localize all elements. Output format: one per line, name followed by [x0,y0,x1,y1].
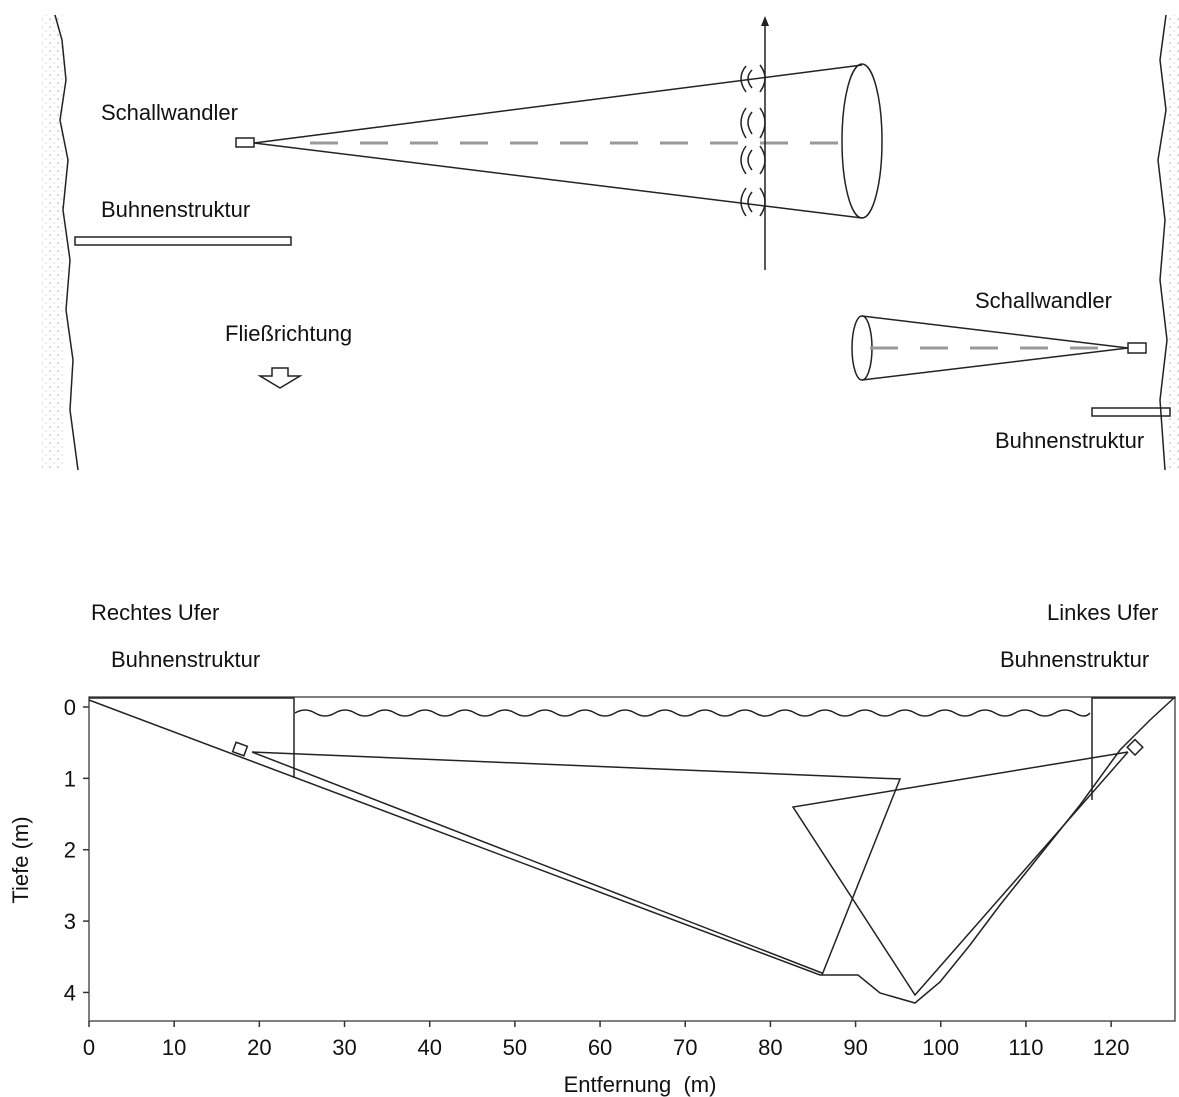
groyne [75,237,291,245]
transducer [1127,740,1143,756]
beam [793,752,1128,995]
right-bank [1158,15,1167,470]
groyne-box [89,698,1175,800]
transducer-label: Schallwandler [101,100,238,125]
groyne-label: Buhnenstruktur [101,197,250,222]
groyne-label: Buhnenstruktur [995,428,1144,453]
y-tick-label: 3 [64,909,76,934]
x-tick-label: 120 [1093,1035,1130,1060]
transducer [233,742,248,756]
diagram: Schallwandler Buhnenstruktur Fließrichtu… [0,0,1179,1097]
y-axis-label: Tiefe (m) [8,816,33,903]
x-tick-label: 60 [588,1035,612,1060]
left-bank-soil [42,15,64,470]
x-tick-label: 90 [843,1035,867,1060]
cross-section: Rechtes Ufer Buhnenstruktur Linkes Ufer … [8,600,1175,1097]
beam [252,752,900,975]
groyne [1092,408,1170,416]
transducer-label: Schallwandler [975,288,1112,313]
page: Schallwandler Buhnenstruktur Fließrichtu… [0,0,1179,1097]
river-bed [89,697,1175,1003]
arrow-head [761,16,769,26]
y-tick-label: 0 [64,695,76,720]
y-tick-label: 1 [64,766,76,791]
x-axis-label: Entfernung (m) [564,1072,717,1097]
right-bank-soil [1168,15,1179,470]
x-tick-label: 50 [503,1035,527,1060]
x-tick-label: 70 [673,1035,697,1060]
x-tick-label: 20 [247,1035,271,1060]
x-tick-label: 30 [332,1035,356,1060]
x-tick-label: 80 [758,1035,782,1060]
y-tick-label: 2 [64,838,76,863]
bank-label: Linkes Ufer [1047,600,1158,625]
x-tick-label: 110 [1008,1035,1043,1060]
flow-arrow [260,368,300,388]
water-surface [295,710,1090,716]
groyne-label: Buhnenstruktur [1000,647,1149,672]
transducer [1128,343,1146,353]
x-tick-label: 10 [162,1035,186,1060]
fish [741,65,765,216]
x-tick-label: 40 [417,1035,441,1060]
plot-frame [89,697,1175,1021]
axes: 0 10 20 30 40 50 60 70 80 90 100 110 120 0 1 2 3 4 [64,695,1130,1060]
flow-label: Fließrichtung [225,321,352,346]
x-tick-label: 0 [83,1035,95,1060]
beam-end [842,64,882,218]
transducer [236,138,254,147]
y-tick-label: 4 [64,980,76,1005]
bank-label: Rechtes Ufer [91,600,219,625]
x-tick-label: 100 [922,1035,959,1060]
groyne-label: Buhnenstruktur [111,647,260,672]
beam-end [852,316,872,380]
top-diagram: Schallwandler Buhnenstruktur Fließrichtu… [42,15,1179,470]
